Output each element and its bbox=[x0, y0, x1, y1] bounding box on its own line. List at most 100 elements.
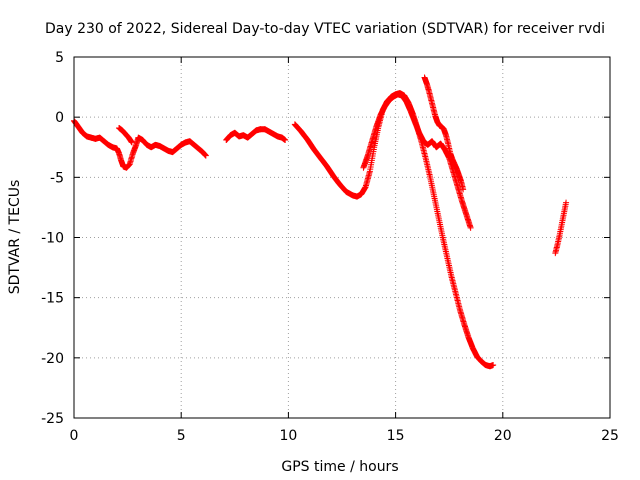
x-tick-label: 0 bbox=[70, 428, 79, 444]
data-point-trail bbox=[279, 134, 288, 143]
data-point-trail bbox=[116, 151, 124, 163]
data-point-trail bbox=[127, 151, 136, 166]
data-point-trail bbox=[367, 146, 377, 173]
data-point-trail bbox=[418, 139, 429, 160]
data-point-trail bbox=[139, 137, 150, 148]
data-point-trail bbox=[266, 128, 277, 137]
data-point-trail bbox=[461, 322, 472, 340]
data-point-trail bbox=[426, 89, 434, 101]
data-point-trail bbox=[249, 127, 259, 137]
data-point-trail bbox=[431, 195, 442, 219]
data-point-trail bbox=[270, 131, 281, 140]
data-point-trail bbox=[470, 345, 480, 359]
data-point-trail bbox=[436, 122, 445, 130]
data-point-trail bbox=[457, 308, 467, 326]
data-point-trail bbox=[561, 201, 569, 215]
data-point-trail bbox=[330, 173, 343, 188]
data-point-trail bbox=[454, 166, 462, 177]
data-point-trail bbox=[463, 212, 474, 230]
data-point-trail bbox=[116, 125, 125, 134]
x-tick-label: 20 bbox=[494, 428, 512, 444]
data-point-trail bbox=[298, 129, 311, 143]
series-segment-5 bbox=[360, 91, 474, 231]
data-point-trail bbox=[275, 133, 285, 141]
data-point-trail bbox=[435, 215, 446, 239]
data-point-trail bbox=[448, 274, 459, 295]
data-point-trail bbox=[382, 97, 392, 109]
data-point-trail bbox=[191, 142, 201, 152]
series-segment-3 bbox=[223, 126, 289, 144]
data-point-trail bbox=[424, 81, 432, 93]
grid bbox=[74, 57, 610, 418]
x-tick-label: 5 bbox=[177, 428, 186, 444]
data-point-trail bbox=[427, 174, 437, 198]
y-tick-label: 5 bbox=[55, 50, 64, 66]
y-tick-label: 0 bbox=[55, 110, 64, 126]
data-point-trail bbox=[119, 127, 129, 137]
data-point-trail bbox=[161, 145, 171, 154]
y-tick-label: -25 bbox=[41, 411, 64, 427]
data-point-trail bbox=[358, 184, 369, 197]
data-point-trail bbox=[432, 113, 441, 124]
data-point-trail bbox=[453, 291, 463, 312]
data-point-trail bbox=[369, 125, 379, 143]
x-tick-label: 10 bbox=[279, 428, 297, 444]
y-tick-label: -10 bbox=[41, 231, 64, 247]
data-point-trail bbox=[434, 119, 443, 128]
data-point-trail bbox=[292, 121, 304, 135]
data-marks bbox=[71, 74, 570, 370]
data-point-trail bbox=[360, 153, 371, 170]
data-point-trail bbox=[465, 335, 476, 351]
chart-title: Day 230 of 2022, Sidereal Day-to-day VTE… bbox=[45, 21, 605, 37]
data-point-trail bbox=[178, 139, 189, 148]
data-point-trail bbox=[450, 170, 461, 189]
series-segment-2 bbox=[116, 124, 135, 146]
data-point-trail bbox=[373, 112, 384, 129]
data-point-trail bbox=[430, 105, 438, 118]
data-point-trail bbox=[455, 185, 465, 204]
data-point-trail bbox=[317, 155, 330, 170]
data-point-trail bbox=[449, 157, 458, 167]
data-point-trail bbox=[458, 179, 466, 191]
data-point-trail bbox=[399, 93, 409, 104]
data-point-trail bbox=[130, 142, 139, 156]
data-point-trail bbox=[200, 149, 209, 159]
data-point-trail bbox=[135, 134, 146, 143]
series-segment-4 bbox=[291, 90, 497, 370]
data-point-trail bbox=[262, 126, 272, 135]
y-axis-label: SDTVAR / TECUs bbox=[7, 180, 23, 295]
data-point-trail bbox=[552, 243, 561, 255]
data-point-trail bbox=[386, 94, 397, 103]
data-point-trail bbox=[416, 130, 427, 144]
series-segment-6 bbox=[421, 74, 467, 193]
data-point-trail bbox=[195, 145, 206, 155]
data-point-trail bbox=[377, 104, 388, 117]
data-point-trail bbox=[101, 138, 111, 148]
data-point-trail bbox=[174, 142, 184, 152]
data-point-trail bbox=[423, 156, 433, 178]
data-point-trail bbox=[440, 236, 450, 259]
data-point-trail bbox=[245, 131, 255, 141]
data-point-trail bbox=[79, 130, 90, 140]
data-point-trail bbox=[157, 143, 167, 152]
series-segment-1 bbox=[71, 117, 209, 171]
data-point-trail bbox=[438, 141, 448, 153]
data-point-trail bbox=[395, 91, 405, 99]
data-point-trail bbox=[126, 135, 135, 145]
data-point-trail bbox=[459, 199, 469, 217]
data-point-trail bbox=[337, 181, 349, 195]
data-point-trail bbox=[474, 354, 484, 365]
y-tick-label: -5 bbox=[50, 170, 64, 186]
data-point-trail bbox=[428, 97, 436, 110]
data-point-trail bbox=[223, 132, 234, 143]
data-point-trail bbox=[365, 139, 375, 158]
data-point-trail bbox=[362, 169, 373, 189]
data-point-trail bbox=[403, 99, 414, 114]
data-point-trail bbox=[354, 191, 364, 200]
data-point-trail bbox=[324, 164, 337, 179]
data-point-trail bbox=[447, 151, 456, 162]
data-point-trail bbox=[554, 233, 563, 247]
data-point-trail bbox=[444, 255, 454, 278]
data-point-trail bbox=[305, 137, 317, 153]
